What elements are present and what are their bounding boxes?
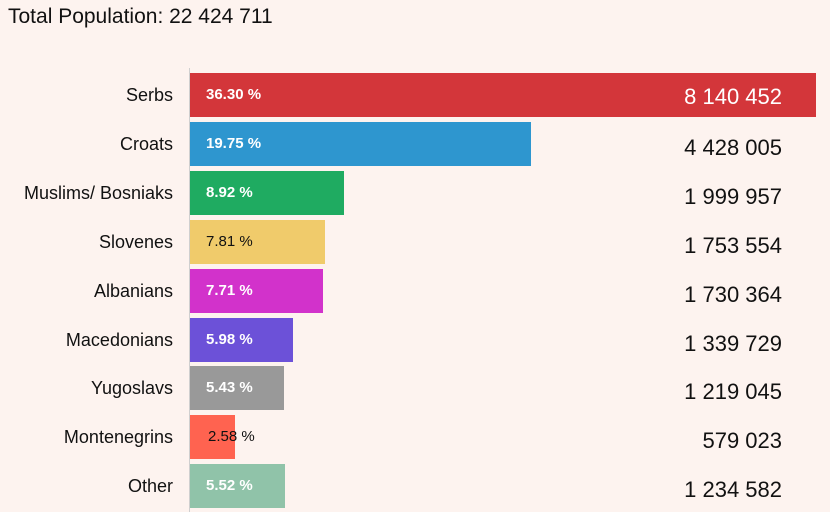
value-label: 1 730 364: [684, 282, 782, 307]
bar: [190, 171, 344, 215]
value-label: 579 023: [702, 428, 782, 453]
chart-title: Total Population: 22 424 711: [8, 5, 273, 28]
value-label: 8 140 452: [684, 84, 782, 109]
bar: [190, 366, 284, 410]
category-label: Muslims/ Bosniaks: [23, 183, 173, 203]
value-label: 4 428 005: [684, 135, 782, 160]
bar: [190, 269, 323, 313]
percent-label: 7.71 %: [206, 282, 253, 299]
category-label: Slovenes: [98, 232, 173, 252]
bar: [190, 318, 293, 362]
percent-label: 5.52 %: [206, 477, 253, 494]
value-label: 1 234 582: [684, 477, 782, 502]
category-label: Croats: [119, 134, 173, 154]
bar: [190, 220, 325, 264]
value-label: 1 219 045: [684, 379, 782, 404]
percent-label: 36.30 %: [206, 86, 262, 103]
category-label: Montenegrins: [63, 427, 173, 447]
value-label: 1 753 554: [684, 233, 782, 258]
percent-label: 2.58 %: [208, 428, 255, 445]
y-axis-line: [189, 68, 190, 512]
bar: [190, 73, 816, 117]
bar: [190, 415, 235, 459]
category-label: Yugoslavs: [90, 378, 173, 398]
category-label: Albanians: [93, 281, 173, 301]
category-label: Other: [127, 476, 173, 496]
percent-label: 5.98 %: [206, 331, 253, 348]
percent-label: 19.75 %: [206, 135, 262, 152]
category-label: Macedonians: [65, 330, 173, 350]
value-label: 1 999 957: [684, 184, 782, 209]
bar: [190, 464, 285, 508]
bar: [190, 122, 531, 166]
category-label: Serbs: [125, 85, 173, 105]
percent-label: 5.43 %: [206, 379, 253, 396]
percent-label: 7.81 %: [206, 233, 253, 250]
percent-label: 8.92 %: [206, 184, 253, 201]
value-label: 1 339 729: [684, 331, 782, 356]
